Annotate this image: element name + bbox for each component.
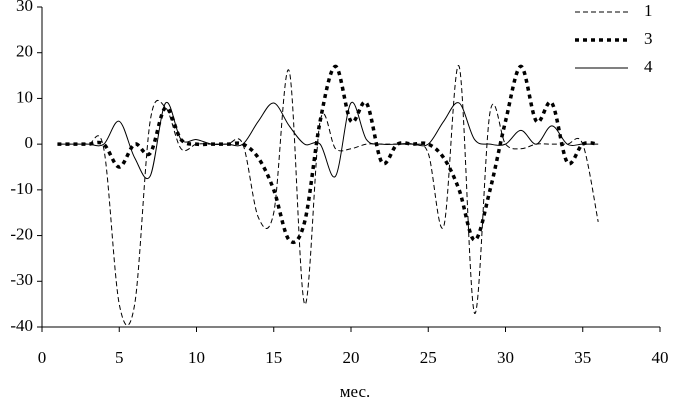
x-axis-label: мес. <box>340 382 371 401</box>
x-tick-label: 30 <box>497 348 514 367</box>
series-line <box>57 64 599 245</box>
y-tick-label: -20 <box>10 224 33 243</box>
y-tick-label: 30 <box>16 0 33 15</box>
y-tick-label: -10 <box>10 179 33 198</box>
y-tick-label: 20 <box>16 42 33 61</box>
x-tick-label: 20 <box>343 348 360 367</box>
y-tick-label: 0 <box>25 133 34 152</box>
x-tick-label: 10 <box>188 348 205 367</box>
legend-label: 3 <box>644 29 653 48</box>
x-tick-label: 40 <box>652 348 669 367</box>
series-line <box>57 65 599 326</box>
y-tick-label: -40 <box>10 316 33 335</box>
y-tick-label: 10 <box>16 87 33 106</box>
x-tick-label: 25 <box>420 348 437 367</box>
y-tick-label: -30 <box>10 270 33 289</box>
x-tick-label: 0 <box>38 348 47 367</box>
series-line <box>57 102 599 179</box>
x-tick-label: 5 <box>115 348 124 367</box>
legend-label: 4 <box>644 57 653 76</box>
x-tick-label: 35 <box>574 348 591 367</box>
legend-label: 1 <box>644 1 653 20</box>
x-tick-label: 15 <box>265 348 282 367</box>
